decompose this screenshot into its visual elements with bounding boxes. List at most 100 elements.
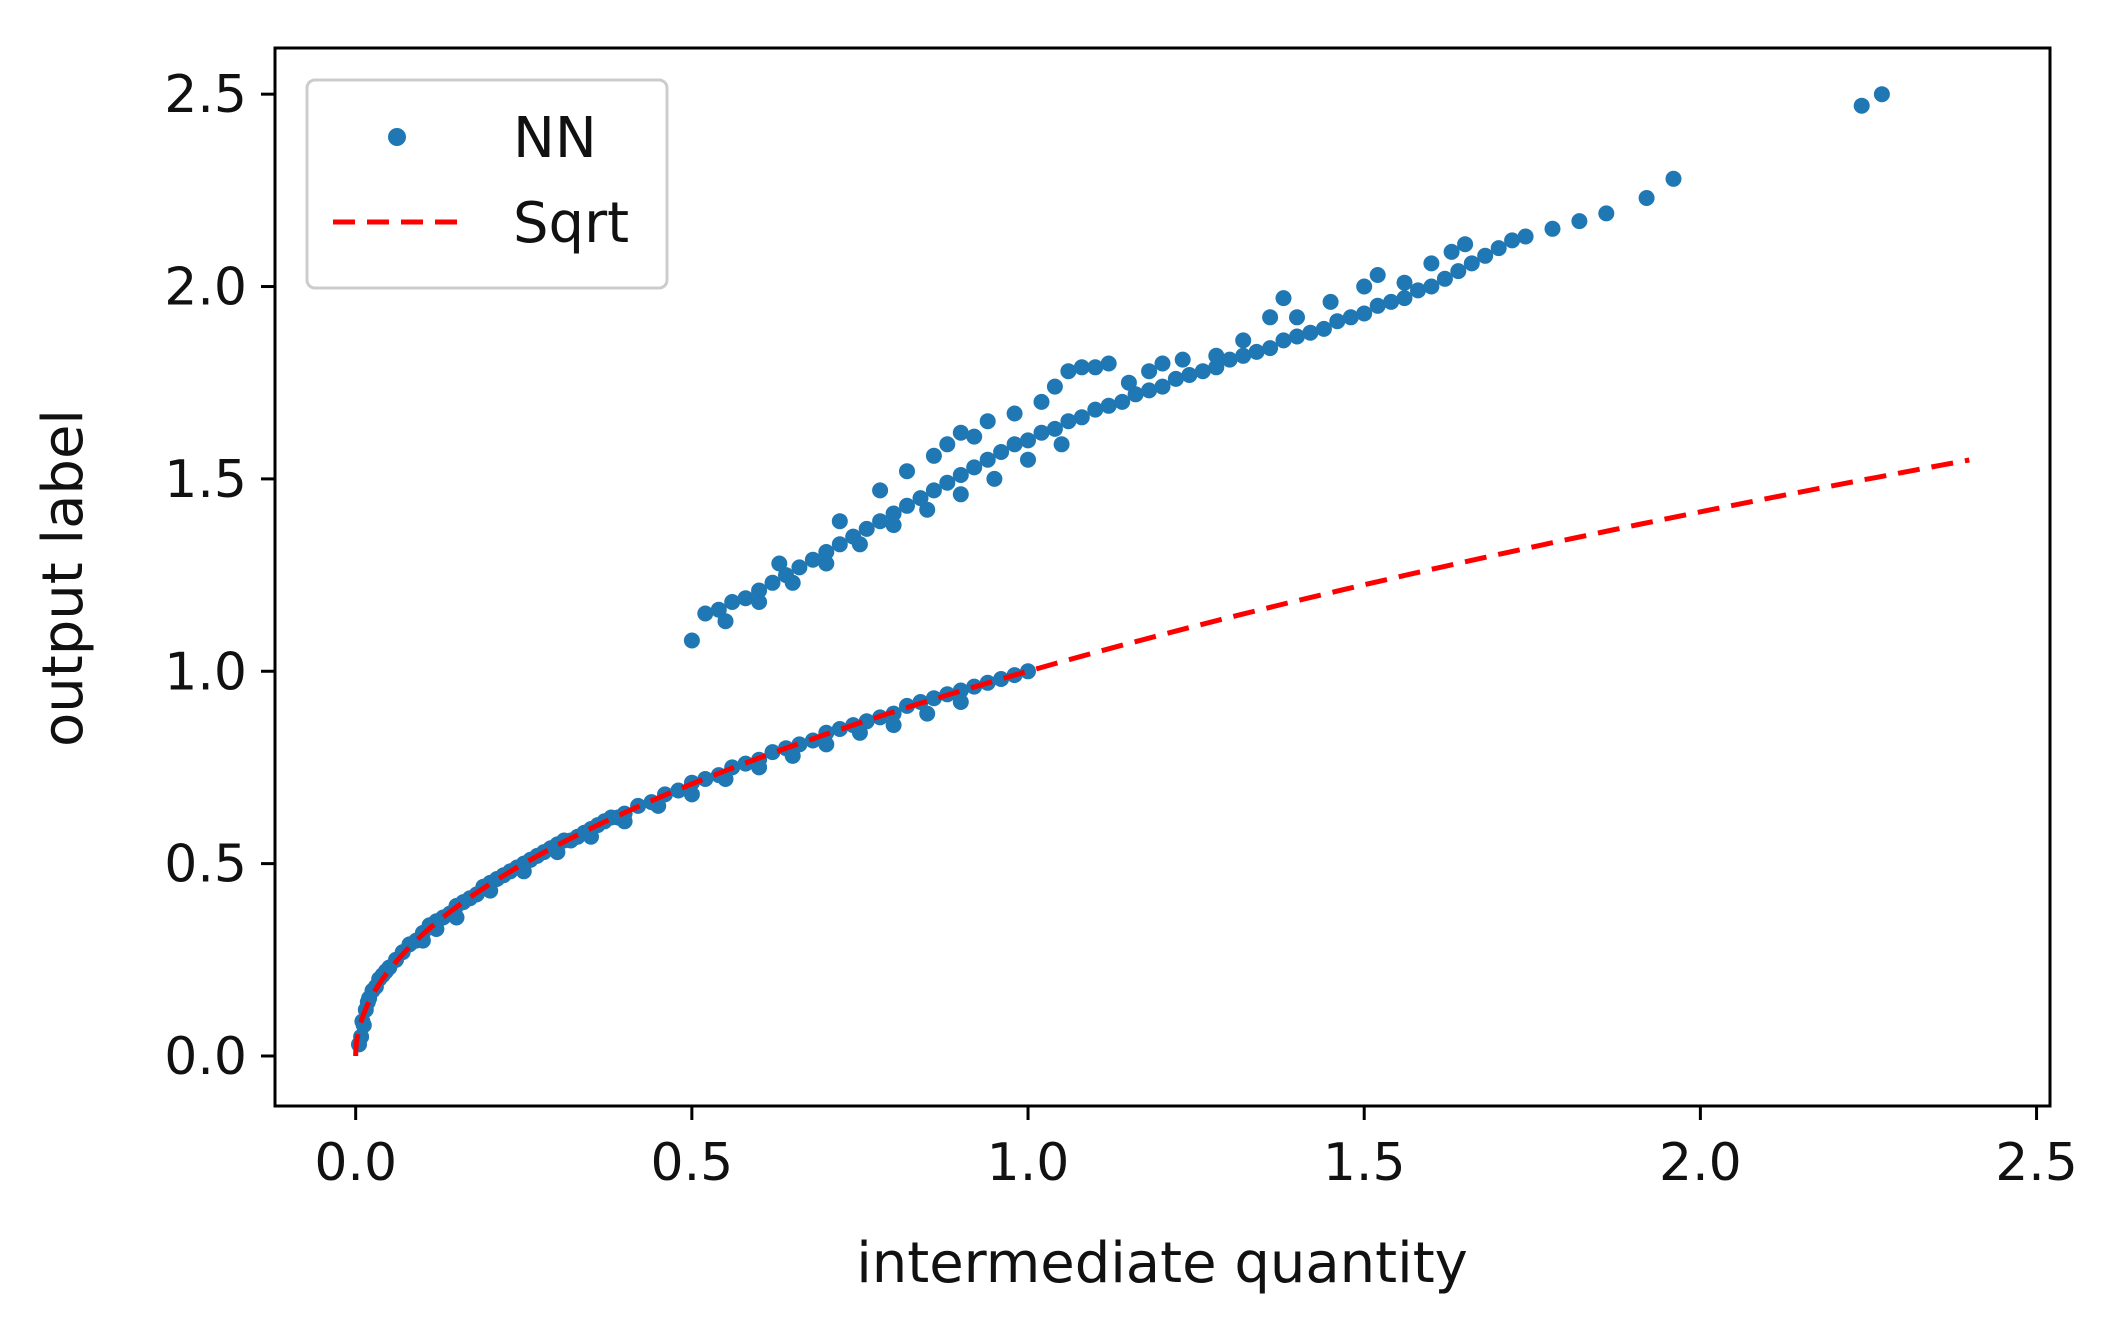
x-tick-label: 0.0 [314, 1133, 397, 1193]
nn-point [1073, 359, 1090, 376]
nn-point [1275, 290, 1292, 307]
nn-point [1544, 220, 1561, 237]
nn-point [925, 447, 942, 464]
nn-point [1450, 263, 1467, 280]
nn-point [979, 451, 996, 468]
nn-point [1262, 340, 1279, 357]
nn-point [683, 786, 700, 803]
nn-point [1073, 409, 1090, 426]
nn-point [1665, 170, 1682, 187]
nn-point [1100, 397, 1117, 414]
nn-point [1504, 232, 1521, 249]
sqrt-curve [353, 457, 1970, 1056]
nn-point [1289, 328, 1305, 345]
nn-point [764, 744, 781, 761]
nn-point [966, 428, 983, 445]
nn-point [1141, 363, 1158, 380]
x-tick-label: 1.5 [1323, 1133, 1406, 1193]
nn-point [771, 555, 788, 572]
nn-point [1221, 351, 1238, 368]
nn-point [939, 474, 956, 491]
nn-point [919, 705, 936, 722]
nn-point [1443, 243, 1460, 260]
nn-point [751, 582, 768, 599]
nn-point [1322, 293, 1339, 310]
nn-point [899, 463, 915, 480]
nn-point [872, 482, 889, 499]
nn-point [784, 574, 801, 591]
nn-point [858, 713, 875, 730]
nn-point [683, 632, 700, 649]
y-axis-ticks: 0.0 0.5 1.0 1.5 2.0 2.5 [164, 65, 275, 1087]
plot-frame [273, 46, 2052, 1108]
nn-point [1315, 320, 1332, 337]
nn-point [1423, 278, 1440, 295]
nn-point [549, 844, 566, 861]
nn-point [899, 497, 915, 514]
sqrt-line-layer [353, 457, 1970, 1056]
nn-point [1356, 305, 1373, 322]
nn-point [885, 505, 902, 522]
nn-point [986, 470, 1003, 487]
nn-point [1873, 86, 1890, 103]
nn-point [1208, 359, 1225, 376]
nn-point [1100, 355, 1117, 372]
nn-point [818, 555, 835, 572]
nn-point [939, 436, 956, 453]
y-tick-label: 0.0 [164, 1027, 247, 1087]
x-tick-label: 2.5 [1995, 1133, 2078, 1193]
nn-point [1463, 255, 1480, 272]
y-tick-label: 0.5 [164, 835, 247, 895]
nn-point [751, 594, 768, 610]
nn-point [1120, 374, 1137, 391]
nn-point [1141, 382, 1158, 399]
nn-point [616, 813, 633, 830]
nn-point [1383, 293, 1400, 310]
nn-point [925, 482, 942, 499]
nn-point [1342, 309, 1359, 326]
nn-point [1006, 436, 1023, 453]
nn-point [1194, 363, 1211, 380]
nn-point [831, 536, 848, 553]
nn-point [583, 828, 599, 845]
legend-nn-marker [388, 128, 406, 146]
nn-point [737, 590, 754, 607]
nn-point [448, 909, 465, 926]
nn-point [1174, 351, 1191, 368]
x-tick-label: 2.0 [1659, 1133, 1742, 1193]
nn-point [1329, 313, 1346, 330]
legend: NN Sqrt [305, 78, 669, 290]
nn-point [1490, 240, 1507, 257]
nn-point [1235, 332, 1252, 349]
nn-point [952, 486, 969, 503]
nn-point [1235, 347, 1252, 364]
nn-point [697, 771, 714, 787]
nn-point [1248, 343, 1265, 360]
nn-point [952, 467, 969, 483]
nn-point [1457, 236, 1474, 253]
nn-point [818, 544, 835, 560]
nn-point [858, 520, 875, 537]
nn-point [851, 536, 868, 553]
nn-point [952, 694, 969, 710]
nn-point [851, 724, 868, 741]
nn-point [1396, 274, 1413, 291]
nn-point [1060, 413, 1077, 430]
nn-point [1020, 451, 1036, 468]
nn-point [717, 771, 734, 787]
nn-point [885, 717, 902, 734]
nn-point [1053, 436, 1070, 453]
nn-point [1087, 401, 1104, 418]
nn-point [831, 721, 848, 737]
nn-point [1006, 405, 1023, 422]
y-tick-label: 1.5 [164, 450, 247, 510]
nn-point [1356, 278, 1373, 295]
nn-point [1571, 213, 1588, 230]
nn-point [1114, 393, 1131, 410]
y-tick-label: 2.0 [164, 258, 247, 318]
nn-point [1262, 309, 1279, 326]
nn-point [952, 424, 969, 441]
nn-point [764, 574, 781, 591]
nn-point [1638, 190, 1655, 206]
nn-point [1369, 267, 1386, 283]
